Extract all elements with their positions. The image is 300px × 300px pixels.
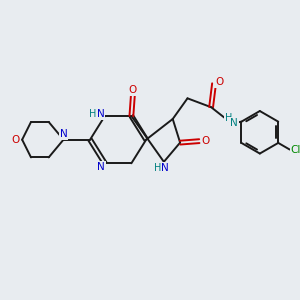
Text: N: N <box>230 118 238 128</box>
Text: N: N <box>60 129 68 140</box>
Text: Cl: Cl <box>290 145 300 154</box>
Text: O: O <box>129 85 137 95</box>
Text: H: H <box>225 112 232 122</box>
Text: O: O <box>215 77 223 87</box>
Text: O: O <box>202 136 210 146</box>
Text: N: N <box>98 162 105 172</box>
Text: H: H <box>89 109 96 119</box>
Text: H: H <box>154 163 161 173</box>
Text: O: O <box>11 135 20 145</box>
Text: N: N <box>97 109 104 119</box>
Text: N: N <box>161 163 169 173</box>
